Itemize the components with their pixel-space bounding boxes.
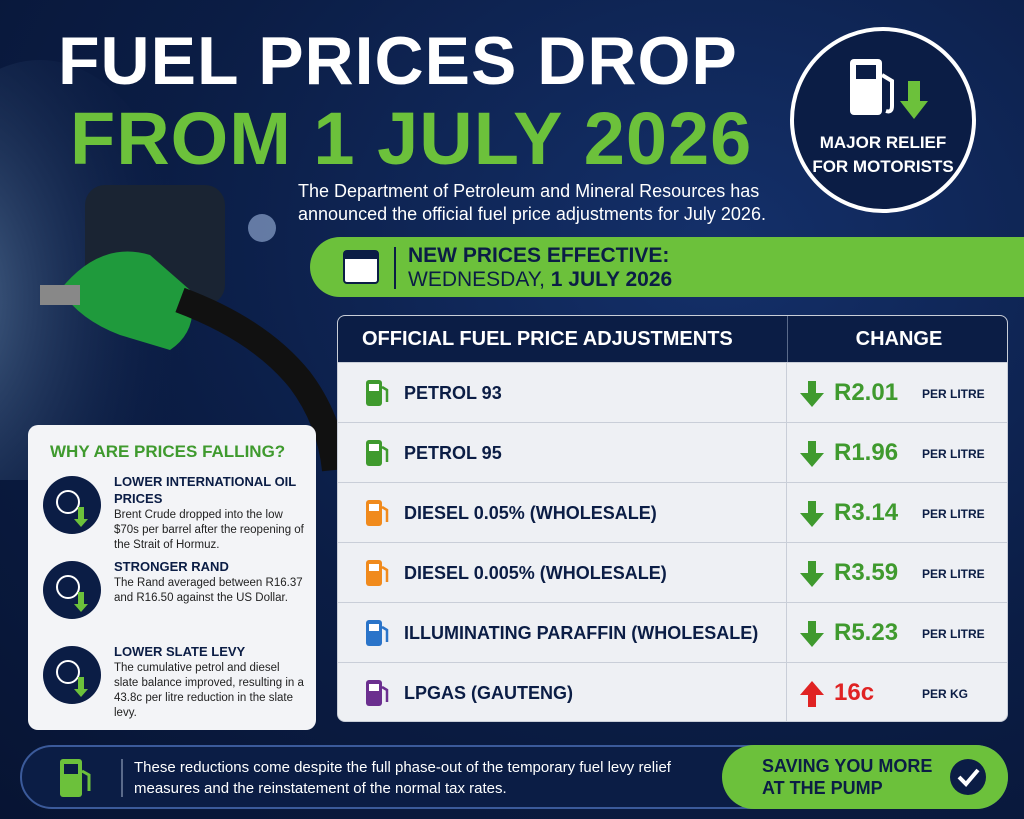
change-arrow	[800, 441, 824, 467]
price-change: R1.96	[834, 439, 899, 466]
unit: PER LITRE	[922, 387, 985, 401]
price-change: 16c	[834, 679, 875, 706]
fuel-name: LPGAS (GAUTENG)	[404, 683, 573, 703]
table-header: OFFICIAL FUEL PRICE ADJUSTMENTS	[338, 316, 810, 362]
unit: PER LITRE	[922, 447, 985, 461]
table-row: LPGAS (GAUTENG) 16c PER KG	[338, 662, 1007, 721]
reason-icon	[43, 646, 101, 704]
table-row: DIESEL 0.05% (WHOLESALE) R3.14 PER LITRE	[338, 482, 1007, 543]
divider	[786, 363, 787, 423]
fuel-name: PETROL 93	[404, 383, 502, 403]
reason-text: The Rand averaged between R16.37 and R16…	[114, 577, 303, 604]
price-change: R3.14	[834, 499, 899, 526]
price-change: R2.01	[834, 379, 899, 406]
effective-date: 1 JULY 2026	[550, 268, 673, 291]
badge-text: MAJOR RELIEF FOR MOTORISTS	[812, 133, 954, 176]
table-row: DIESEL 0.005% (WHOLESALE) R3.59 PER LITRE	[338, 542, 1007, 603]
reason-heading: LOWER INTERNATIONAL OIL PRICES	[114, 474, 296, 506]
unit: PER LITRE	[922, 627, 985, 641]
reason-icon	[43, 561, 101, 619]
change-arrow	[800, 681, 824, 707]
fuel-name: ILLUMINATING PARAFFIN (WHOLESALE)	[404, 623, 759, 643]
fuel-icon	[366, 680, 389, 706]
divider	[786, 603, 787, 663]
intro: The Department of Petroleum and Mineral …	[298, 181, 766, 224]
change-arrow	[800, 561, 824, 587]
unit: PER LITRE	[922, 507, 985, 521]
calendar-icon	[343, 247, 396, 289]
title: FUEL PRICES DROP	[58, 23, 738, 99]
reason-icon	[43, 476, 101, 534]
reason-text: The cumulative petrol and diesel slate b…	[114, 662, 304, 719]
unit: PER LITRE	[922, 567, 985, 581]
effective-banner: NEW PRICES EFFECTIVE: WEDNESDAY, 1 JULY …	[310, 237, 1024, 297]
price-change: R5.23	[834, 619, 899, 646]
fuel-name: DIESEL 0.005% (WHOLESALE)	[404, 563, 667, 583]
change-arrow	[800, 381, 824, 407]
table-row: ILLUMINATING PARAFFIN (WHOLESALE) R5.23 PE…	[338, 602, 1007, 663]
cta-text: SAVING YOU MORE AT THE PUMP	[762, 756, 933, 798]
effective-text: NEW PRICES EFFECTIVE: WEDNESDAY, 1 JULY …	[408, 244, 672, 292]
divider	[786, 663, 787, 721]
effective-date-line: WEDNESDAY, 1 JULY 2026	[408, 268, 672, 292]
table-row: PETROL 95 R1.96 PER LITRE	[338, 422, 1007, 483]
divider	[786, 543, 787, 603]
check-icon	[950, 759, 986, 795]
fuel-icon	[366, 500, 389, 526]
reasons-panel: WHY ARE PRICES FALLING? LOWER INTERNATIO…	[28, 425, 316, 730]
price-change: R3.59	[834, 559, 899, 586]
fuel-name: PETROL 95	[404, 443, 502, 463]
table-row: PETROL 93 R2.01 PER LITRE	[338, 362, 1007, 423]
effective-label: NEW PRICES EFFECTIVE:	[408, 244, 670, 267]
change-arrow	[800, 501, 824, 527]
reasons-title: WHY ARE PRICES FALLING?	[50, 442, 286, 461]
price-table: OFFICIAL FUEL PRICE ADJUSTMENTS CHANGE P…	[337, 315, 1008, 722]
fuel-icon	[366, 440, 389, 466]
badge: MAJOR RELIEF FOR MOTORISTS	[790, 27, 976, 213]
change-arrow	[800, 621, 824, 647]
fuel-icon	[366, 380, 389, 406]
badge-icon	[850, 59, 928, 119]
fuel-icon	[366, 560, 389, 586]
title-date: FROM 1 JULY 2026	[70, 97, 753, 180]
unit: PER KG	[922, 687, 969, 701]
footer-icon	[60, 759, 123, 797]
table-header: CHANGE	[787, 316, 1007, 362]
fuel-icon	[366, 620, 389, 646]
divider	[786, 483, 787, 543]
fuel-name: DIESEL 0.05% (WHOLESALE)	[404, 503, 657, 523]
effective-day: WEDNESDAY,	[408, 268, 545, 291]
reason-heading: STRONGER RAND	[114, 559, 229, 574]
cta: SAVING YOU MORE AT THE PUMP	[722, 745, 1008, 809]
reason-text: Brent Crude dropped into the low $70s pe…	[114, 509, 304, 551]
pump-photo	[0, 60, 340, 480]
footer-note: These reductions come despite the full p…	[134, 759, 671, 797]
divider	[786, 423, 787, 483]
reason-heading: LOWER SLATE LEVY	[114, 644, 246, 659]
